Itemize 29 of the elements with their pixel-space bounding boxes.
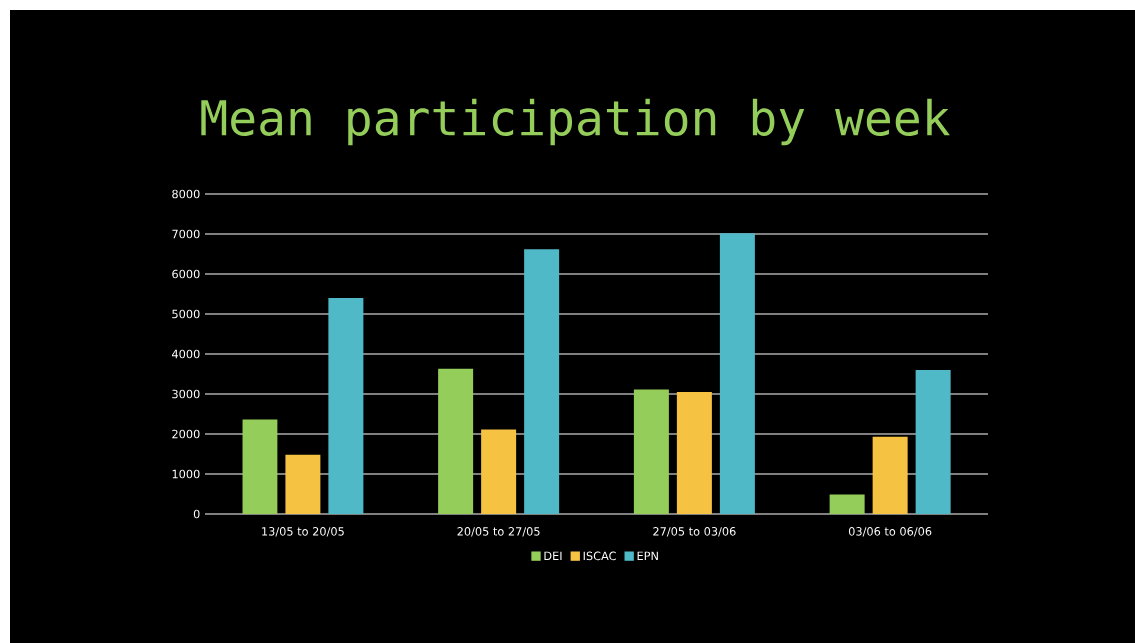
y-tick-label: 2000 [172,429,200,439]
y-tick-label: 6000 [172,269,200,279]
legend-label: DEI [544,551,562,560]
bar [242,419,278,514]
legend-label: EPN [637,551,658,560]
chart-title: Mean participation by week [201,98,950,146]
bar [829,494,865,514]
y-tick-label: 0 [193,509,200,519]
bar [328,298,364,514]
bar [481,429,517,514]
bar [524,249,560,514]
bar [285,454,321,514]
bar [915,370,951,514]
bar [438,368,474,514]
x-tick-label: 27/05 to 03/06 [653,527,736,537]
x-tick-label: 13/05 to 20/05 [262,527,344,537]
y-tick-label: 5000 [172,309,200,319]
y-tick-label: 8000 [172,189,200,199]
y-tick-label: 4000 [171,349,200,359]
legend-label: ISCAC [583,551,616,561]
bar [633,389,669,514]
y-tick-label: 1000 [172,469,200,479]
bar [676,392,712,514]
bar [872,436,908,514]
y-tick-label: 3000 [172,389,200,399]
x-tick-label: 03/06 to 06/06 [848,527,932,537]
bar [719,233,755,514]
x-tick-label: 20/05 to 27/05 [457,527,540,537]
y-tick-label: 7000 [172,229,200,239]
